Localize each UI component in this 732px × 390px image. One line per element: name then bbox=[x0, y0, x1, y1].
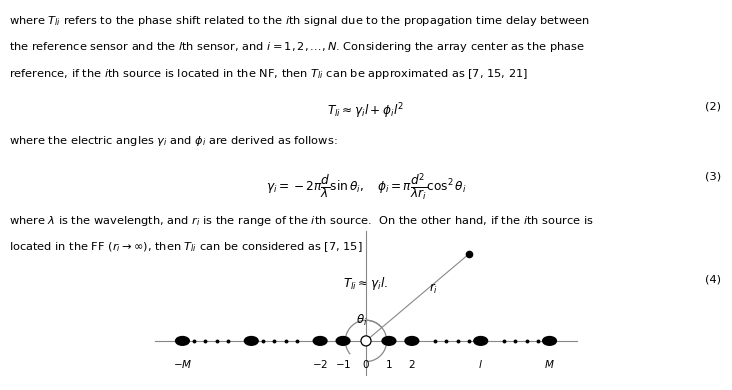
Circle shape bbox=[361, 336, 371, 346]
Ellipse shape bbox=[176, 337, 190, 345]
Ellipse shape bbox=[542, 337, 556, 345]
Text: $-M$: $-M$ bbox=[173, 358, 193, 370]
Text: $-1$: $-1$ bbox=[335, 358, 351, 370]
Text: (3): (3) bbox=[705, 171, 721, 181]
Text: $r_i$: $r_i$ bbox=[429, 282, 438, 296]
Ellipse shape bbox=[244, 337, 258, 345]
Text: $\gamma_i = -2\pi\dfrac{d}{\lambda}\sin\theta_i, \quad \phi_i = \pi\dfrac{d^2}{\: $\gamma_i = -2\pi\dfrac{d}{\lambda}\sin\… bbox=[266, 171, 466, 203]
Ellipse shape bbox=[313, 337, 327, 345]
Text: the reference sensor and the $l$th sensor, and $i = 1, 2, \ldots, N$. Considerin: the reference sensor and the $l$th senso… bbox=[9, 40, 585, 54]
Text: $l$: $l$ bbox=[478, 358, 483, 370]
Ellipse shape bbox=[382, 337, 396, 345]
Text: $T_{li} \approx \gamma_i l.$: $T_{li} \approx \gamma_i l.$ bbox=[343, 275, 389, 292]
Text: reference, if the $i$th source is located in the NF, then $T_{li}$ can be approx: reference, if the $i$th source is locate… bbox=[9, 67, 528, 81]
Text: $\theta_i$: $\theta_i$ bbox=[356, 312, 367, 328]
Ellipse shape bbox=[474, 337, 488, 345]
Text: $2$: $2$ bbox=[408, 358, 416, 370]
Text: (2): (2) bbox=[705, 101, 721, 111]
Ellipse shape bbox=[405, 337, 419, 345]
Text: $1$: $1$ bbox=[385, 358, 393, 370]
Text: where the electric angles $\gamma_i$ and $\phi_i$ are derived as follows:: where the electric angles $\gamma_i$ and… bbox=[9, 134, 337, 148]
Ellipse shape bbox=[336, 337, 350, 345]
Text: located in the FF $(r_i \to \infty)$, then $T_{li}$ can be considered as [7, 15]: located in the FF $(r_i \to \infty)$, th… bbox=[9, 241, 362, 254]
Text: (4): (4) bbox=[705, 275, 721, 285]
Text: where $\lambda$ is the wavelength, and $r_i$ is the range of the $i$th source.  : where $\lambda$ is the wavelength, and $… bbox=[9, 214, 594, 228]
Text: $M$: $M$ bbox=[544, 358, 555, 370]
Text: where $T_{li}$ refers to the phase shift related to the $i$th signal due to the : where $T_{li}$ refers to the phase shift… bbox=[9, 14, 590, 28]
Text: $0$: $0$ bbox=[362, 358, 370, 370]
Text: $T_{li} \approx \gamma_i l + \phi_i l^2$: $T_{li} \approx \gamma_i l + \phi_i l^2$ bbox=[327, 101, 405, 121]
Text: $-2$: $-2$ bbox=[312, 358, 328, 370]
